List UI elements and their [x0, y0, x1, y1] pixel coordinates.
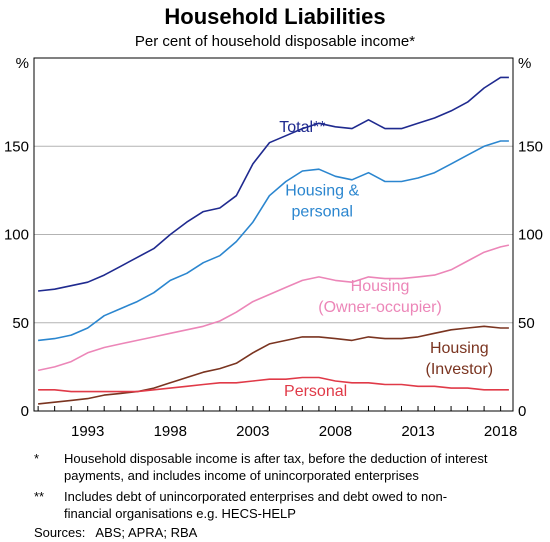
x-tick-label-2003: 2003 [236, 423, 269, 440]
y-tick-label-right-0: 0 [518, 403, 526, 420]
series-label-total: Total** [279, 119, 325, 136]
series-line-housing_personal [38, 140, 509, 342]
x-tick-label-2013: 2013 [401, 423, 434, 440]
series-line-owner [37, 244, 510, 372]
series-label-investor: Housing [430, 340, 489, 357]
x-tick-label-1993: 1993 [71, 423, 104, 440]
series-label-owner: (Owner-occupier) [318, 299, 442, 316]
x-tick-label-1998: 1998 [154, 423, 187, 440]
footnote-2-text: Includes debt of unincorporated enterpri… [64, 489, 448, 521]
chart-title: Household Liabilities [164, 4, 386, 29]
footnote-2-mark: ** [34, 489, 45, 504]
x-tick-label-2008: 2008 [319, 423, 352, 440]
y-axis-unit-left: % [16, 55, 29, 72]
series-label-personal: Personal [284, 383, 347, 400]
y-tick-label-right-100: 100 [518, 227, 543, 244]
y-tick-label-left-150: 150 [4, 138, 29, 155]
series-label-investor: (Investor) [426, 361, 494, 378]
series-label-housing_personal: personal [292, 204, 353, 221]
y-tick-label-left-0: 0 [21, 403, 29, 420]
series-label-owner: Housing [351, 278, 410, 295]
y-tick-label-left-100: 100 [4, 227, 29, 244]
y-axis-unit-right: % [518, 55, 531, 72]
footnote-1-mark: * [34, 451, 40, 466]
y-tick-label-right-50: 50 [518, 315, 535, 332]
footnote-1-text: Household disposable income is after tax… [64, 451, 488, 483]
series-line-personal [38, 376, 509, 393]
series-line-investor [38, 325, 509, 405]
series-line-total [38, 76, 509, 292]
y-tick-label-left-50: 50 [12, 315, 29, 332]
y-tick-label-right-150: 150 [518, 138, 543, 155]
series-label-housing_personal: Housing & [285, 183, 359, 200]
plot-frame [33, 57, 514, 412]
sources-note: Sources: ABS; APRA; RBA [34, 525, 198, 540]
chart-subtitle: Per cent of household disposable income* [134, 33, 416, 50]
x-tick-label-2018: 2018 [484, 423, 517, 440]
